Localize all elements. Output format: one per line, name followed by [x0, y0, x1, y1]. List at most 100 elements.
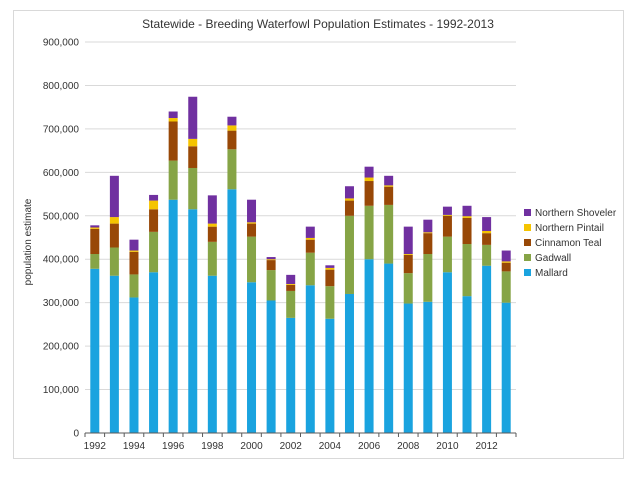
legend-swatch	[524, 269, 531, 276]
bar-gadwall-2012	[482, 244, 492, 266]
bar-cinnamon-teal-2005	[344, 200, 354, 216]
x-tick-label: 1996	[162, 441, 185, 452]
bar-mallard-2013	[501, 302, 511, 433]
bar-northern-shoveler-2006	[364, 166, 374, 178]
bar-cinnamon-teal-1994	[129, 251, 139, 275]
bar-mallard-2011	[462, 296, 472, 433]
bar-cinnamon-teal-2012	[482, 233, 492, 245]
bar-mallard-2003	[305, 285, 315, 433]
bar-northern-pintail-2012	[482, 230, 492, 234]
bar-northern-pintail-1994	[129, 250, 139, 252]
bar-cinnamon-teal-2010	[442, 215, 452, 237]
bar-cinnamon-teal-1996	[168, 121, 178, 161]
bar-northern-shoveler-2011	[462, 205, 472, 217]
y-tick-label: 400,000	[43, 255, 80, 266]
bar-gadwall-2013	[501, 271, 511, 303]
bar-northern-shoveler-1999	[227, 116, 237, 126]
bar-northern-pintail-2009	[423, 232, 433, 234]
bar-northern-pintail-2000	[247, 222, 257, 224]
bar-gadwall-2003	[305, 252, 315, 286]
bar-cinnamon-teal-2002	[286, 284, 296, 291]
legend-swatch	[524, 239, 531, 246]
bar-northern-pintail-1993	[109, 217, 119, 224]
bar-northern-pintail-1992	[90, 227, 100, 229]
bar-mallard-2006	[364, 259, 374, 433]
bar-northern-pintail-2008	[403, 254, 413, 255]
bar-northern-shoveler-2008	[403, 226, 413, 255]
bar-mallard-2009	[423, 301, 433, 433]
bar-northern-shoveler-2007	[384, 175, 394, 186]
bar-gadwall-2005	[344, 215, 354, 294]
x-axis: 1992 1994 1996 1998 2000 2002 2004 2006 2008 2010…	[84, 432, 517, 452]
x-tick-label: 2002	[280, 441, 303, 452]
y-tick-label: 300,000	[43, 298, 80, 309]
bar-cinnamon-teal-2008	[403, 254, 413, 274]
y-tick-label: 700,000	[43, 124, 80, 135]
legend-swatch	[524, 224, 531, 231]
bar-northern-pintail-2001	[266, 259, 276, 261]
legend-entry: Northern Shoveler	[535, 208, 617, 219]
bar-cinnamon-teal-2004	[325, 269, 335, 287]
bar-northern-shoveler-2004	[325, 265, 335, 268]
bar-northern-pintail-1998	[207, 223, 217, 227]
chart-title: Statewide - Breeding Waterfowl Populatio…	[142, 17, 494, 31]
bar-mallard-1997	[188, 209, 198, 433]
bar-northern-pintail-2005	[344, 198, 354, 201]
bars	[90, 96, 511, 433]
bar-mallard-1994	[129, 297, 139, 433]
bar-gadwall-2009	[423, 254, 433, 302]
bar-cinnamon-teal-1993	[109, 223, 119, 248]
bar-cinnamon-teal-2000	[247, 223, 257, 237]
bar-gadwall-2006	[364, 205, 374, 260]
bar-northern-shoveler-1994	[129, 239, 139, 251]
y-tick-label: 600,000	[43, 168, 80, 179]
bar-cinnamon-teal-1995	[149, 209, 159, 232]
bar-cinnamon-teal-2006	[364, 181, 374, 206]
y-tick-label: 100,000	[43, 385, 80, 396]
bar-mallard-1998	[207, 275, 217, 433]
bar-cinnamon-teal-1997	[188, 146, 198, 168]
x-tick-label: 2012	[475, 441, 498, 452]
bar-gadwall-1999	[227, 149, 237, 190]
bar-cinnamon-teal-2009	[423, 233, 433, 255]
bar-northern-shoveler-1996	[168, 111, 178, 119]
bar-mallard-1995	[149, 272, 159, 433]
bar-northern-shoveler-1997	[188, 96, 198, 139]
y-tick-label: 0	[73, 429, 79, 440]
bar-northern-shoveler-2012	[482, 217, 492, 231]
y-axis: 0 100,000 200,000 300,000 400,000 500,000 600,…	[43, 38, 80, 440]
bar-mallard-2007	[384, 263, 394, 433]
bar-gadwall-1994	[129, 274, 139, 298]
bar-northern-shoveler-2002	[286, 274, 296, 284]
bar-northern-shoveler-2005	[344, 186, 354, 199]
bar-northern-shoveler-1998	[207, 195, 217, 224]
bar-gadwall-2008	[403, 273, 413, 304]
y-axis-label: population estimate	[23, 198, 34, 285]
bar-northern-pintail-1995	[149, 200, 159, 210]
bar-mallard-1992	[90, 268, 100, 433]
y-tick-label: 200,000	[43, 342, 80, 353]
x-tick-label: 1994	[123, 441, 146, 452]
y-tick-label: 500,000	[43, 211, 80, 222]
bar-northern-pintail-2004	[325, 267, 335, 270]
bar-northern-pintail-2007	[384, 185, 394, 187]
bar-mallard-2001	[266, 300, 276, 433]
bar-northern-pintail-2006	[364, 177, 374, 182]
bar-mallard-2004	[325, 318, 335, 433]
legend-entry: Cinnamon Teal	[535, 238, 602, 249]
bar-gadwall-2000	[247, 236, 257, 283]
bar-gadwall-2010	[442, 236, 452, 273]
bar-northern-pintail-2011	[462, 216, 472, 218]
bar-gadwall-2004	[325, 286, 335, 319]
legend: Northern Shoveler Northern Pintail Cinnamo…	[524, 208, 617, 279]
bar-northern-shoveler-2010	[442, 206, 452, 215]
bar-northern-pintail-1999	[227, 125, 237, 131]
legend-entry: Gadwall	[535, 253, 571, 264]
bar-northern-shoveler-2000	[247, 199, 257, 223]
bar-gadwall-1998	[207, 241, 217, 276]
bar-northern-shoveler-1993	[109, 175, 119, 218]
bar-mallard-2002	[286, 317, 296, 433]
bar-gadwall-1995	[149, 231, 159, 273]
bar-northern-shoveler-2003	[305, 226, 315, 238]
bar-mallard-2012	[482, 265, 492, 433]
